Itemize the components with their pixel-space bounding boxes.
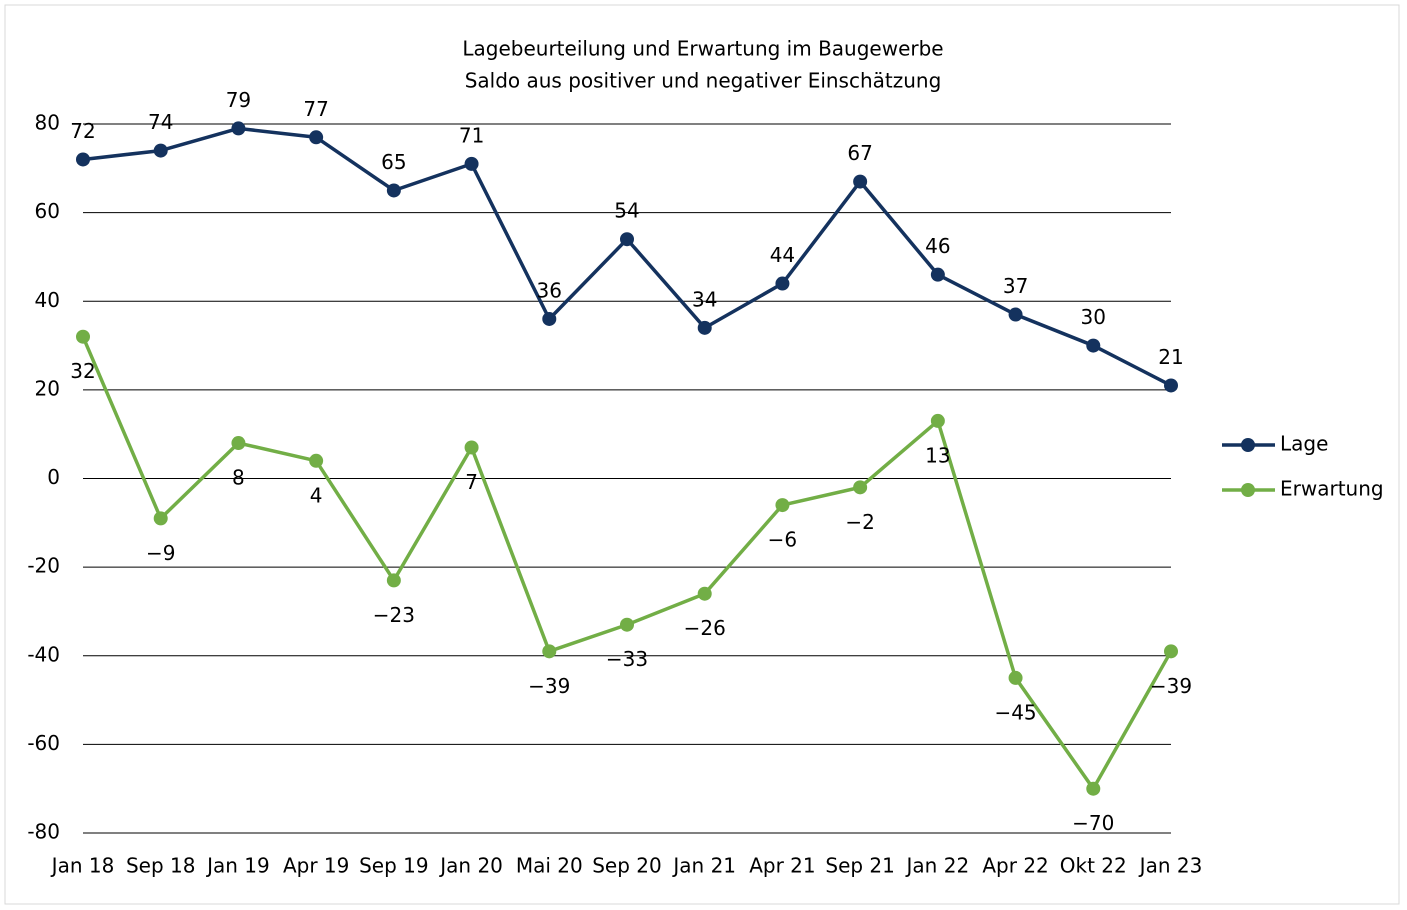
- data-point: [542, 311, 557, 326]
- data-point: [153, 143, 168, 158]
- x-tick-label: Jan 18: [50, 854, 115, 878]
- data-point: [930, 413, 945, 428]
- data-point: [775, 276, 790, 291]
- data-label: −26: [684, 616, 726, 640]
- data-point: [930, 267, 945, 282]
- chart-frame: [4, 4, 1400, 905]
- data-point: [231, 121, 246, 136]
- x-tick-label: Apr 22: [982, 854, 1048, 878]
- data-point: [76, 152, 90, 167]
- data-point: [464, 440, 479, 455]
- data-point: [1008, 307, 1023, 322]
- data-point: [153, 511, 168, 526]
- x-tick-label: Jan 22: [905, 854, 970, 878]
- y-tick-label: 20: [35, 376, 60, 400]
- y-tick-label: -40: [27, 642, 60, 666]
- data-label: −2: [845, 510, 874, 534]
- x-tick-label: Mai 20: [516, 854, 583, 878]
- data-point: [309, 453, 324, 468]
- data-label: 74: [148, 110, 173, 134]
- data-label: 4: [310, 483, 323, 507]
- data-point: [1164, 644, 1178, 659]
- data-point: [853, 480, 868, 495]
- data-point: [542, 644, 557, 659]
- data-label: 32: [70, 359, 95, 383]
- data-point: [309, 130, 324, 145]
- data-point: [1164, 378, 1178, 393]
- data-label: 8: [232, 466, 245, 490]
- legend-marker: [1241, 483, 1255, 497]
- data-point: [853, 174, 868, 189]
- data-point: [1086, 338, 1101, 353]
- x-tick-label: Apr 21: [749, 854, 815, 878]
- x-tick-label: Sep 18: [126, 854, 196, 878]
- data-label: −23: [373, 603, 415, 627]
- y-tick-label: 60: [35, 199, 60, 223]
- data-label: 44: [770, 243, 795, 267]
- data-point: [1008, 670, 1023, 685]
- y-tick-label: -60: [27, 731, 60, 755]
- data-point: [620, 232, 634, 247]
- x-tick-label: Jan 19: [205, 854, 270, 878]
- x-tick-label: Jan 23: [1138, 854, 1203, 878]
- data-label: −33: [606, 647, 648, 671]
- x-tick-label: Sep 21: [825, 854, 895, 878]
- legend-marker: [1241, 438, 1255, 452]
- data-point: [1086, 781, 1101, 796]
- data-label: 72: [70, 119, 95, 143]
- data-label: 71: [459, 123, 484, 147]
- data-label: −6: [768, 528, 797, 552]
- data-label: 67: [847, 141, 872, 165]
- data-label: −45: [994, 700, 1036, 724]
- data-label: 37: [1003, 274, 1028, 298]
- x-tick-label: Apr 19: [283, 854, 349, 878]
- x-tick-label: Jan 20: [438, 854, 503, 878]
- data-point: [386, 183, 401, 198]
- x-tick-label: Sep 19: [359, 854, 429, 878]
- data-point: [76, 329, 90, 344]
- data-point: [464, 156, 479, 171]
- chart-title: Lagebeurteilung und Erwartung im Baugewe…: [462, 37, 943, 61]
- y-tick-label: -80: [27, 820, 60, 844]
- chart-subtitle: Saldo aus positiver und negativer Einsch…: [465, 69, 942, 93]
- data-label: 34: [692, 287, 717, 311]
- x-tick-label: Jan 21: [671, 854, 736, 878]
- x-tick-label: Okt 22: [1060, 854, 1127, 878]
- legend-label: Erwartung: [1280, 477, 1384, 501]
- data-label: 21: [1158, 345, 1183, 369]
- data-label: −70: [1072, 811, 1114, 835]
- data-point: [697, 586, 712, 601]
- data-label: 36: [537, 278, 562, 302]
- x-tick-label: Sep 20: [592, 854, 662, 878]
- data-label: 7: [465, 470, 478, 494]
- data-label: 54: [614, 199, 639, 223]
- data-label: 46: [925, 234, 950, 258]
- data-label: 30: [1081, 305, 1106, 329]
- data-label: 79: [226, 88, 251, 112]
- data-point: [386, 573, 401, 588]
- data-label: 77: [303, 97, 328, 121]
- data-label: 65: [381, 150, 406, 174]
- data-label: −9: [146, 541, 175, 565]
- y-tick-label: 40: [35, 288, 60, 312]
- data-point: [620, 617, 634, 632]
- data-point: [775, 498, 790, 513]
- y-tick-label: 0: [47, 465, 60, 489]
- data-label: 13: [925, 443, 950, 467]
- data-label: −39: [1150, 674, 1192, 698]
- y-tick-label: -20: [27, 554, 60, 578]
- data-point: [697, 320, 712, 335]
- data-label: −39: [528, 674, 570, 698]
- y-tick-label: 80: [35, 111, 60, 135]
- legend-label: Lage: [1280, 432, 1328, 456]
- data-point: [231, 436, 246, 451]
